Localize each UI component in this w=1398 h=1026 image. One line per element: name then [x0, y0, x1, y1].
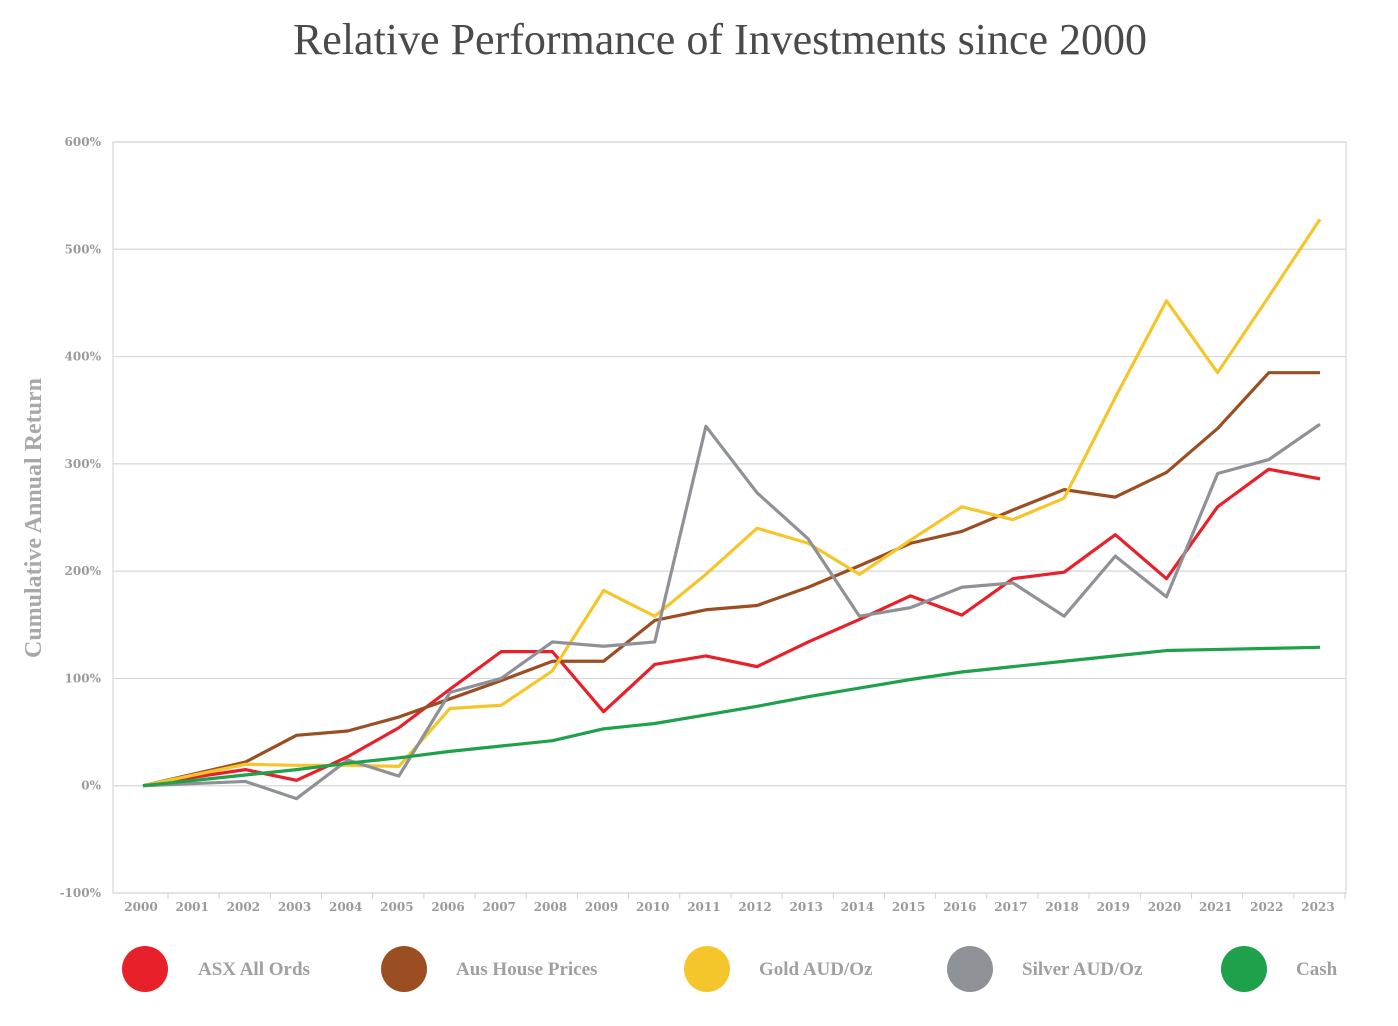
- y-tick-label: 600%: [65, 135, 102, 149]
- x-tick-label: 2000: [124, 900, 157, 914]
- y-tick-label: 0%: [81, 779, 101, 793]
- x-tick-label: 2003: [278, 900, 311, 914]
- legend-marker: [122, 946, 168, 992]
- x-tick-label: 2014: [841, 900, 874, 914]
- x-tick-label: 2001: [175, 900, 208, 914]
- x-tick-label: 2011: [687, 900, 720, 914]
- x-tick-label: 2022: [1250, 900, 1283, 914]
- series-line-cash: [142, 645, 1321, 788]
- legend-label: Gold AUD/Oz: [759, 959, 873, 980]
- series-line-gold-aud-oz: [142, 218, 1322, 788]
- y-tick-label: 500%: [65, 242, 102, 256]
- legend: ASX All Ords Aus House Prices Gold AUD/Oz S…: [122, 946, 1338, 992]
- x-tick-label: 2013: [790, 900, 823, 914]
- legend-marker: [684, 946, 730, 992]
- legend-label: Cash: [1296, 959, 1338, 980]
- legend-label: Silver AUD/Oz: [1022, 959, 1143, 980]
- series-lines: [142, 218, 1322, 801]
- x-tick-label: 2017: [994, 900, 1027, 914]
- x-tick-label: 2018: [1045, 900, 1078, 914]
- chart-title: Relative Performance of Investments sinc…: [292, 15, 1148, 64]
- x-tick-label: 2016: [943, 900, 976, 914]
- x-tick-label: 2023: [1301, 900, 1334, 914]
- legend-label: Aus House Prices: [456, 959, 597, 980]
- x-tick-label: 2012: [738, 900, 771, 914]
- x-tick-label: 2021: [1199, 900, 1232, 914]
- y-tick-label: 200%: [65, 564, 102, 578]
- y-tick-label: 400%: [65, 350, 102, 364]
- x-axis-ticks: 2000 2001 2002 2003 2004 2005 2006 2007 2008 2009…: [124, 893, 1346, 914]
- y-axis-ticks: -100% 0% 100% 200% 300% 400% 500% 600%: [60, 135, 102, 900]
- x-tick-label: 2020: [1148, 900, 1181, 914]
- x-tick-label: 2002: [227, 900, 260, 914]
- y-tick-label: 100%: [65, 671, 102, 685]
- x-tick-label: 2005: [380, 900, 413, 914]
- series-line-asx-all-ords: [142, 467, 1321, 788]
- series-line-silver-aud-oz: [142, 422, 1321, 801]
- y-axis-label: Cumulative Annual Return: [21, 378, 47, 658]
- x-tick-label: 2009: [585, 900, 618, 914]
- x-tick-label: 2019: [1097, 900, 1130, 914]
- x-tick-label: 2015: [892, 900, 925, 914]
- plot-frame: [112, 141, 1347, 894]
- legend-label: ASX All Ords: [198, 959, 310, 980]
- x-tick-label: 2007: [483, 900, 516, 914]
- x-tick-label: 2004: [329, 900, 362, 914]
- legend-marker: [1221, 946, 1267, 992]
- y-tick-label: -100%: [60, 886, 102, 900]
- legend-marker: [381, 946, 427, 992]
- x-tick-label: 2010: [636, 900, 669, 914]
- series-line-aus-house-prices: [142, 371, 1320, 788]
- y-tick-label: 300%: [65, 457, 102, 471]
- x-tick-label: 2006: [431, 900, 464, 914]
- x-tick-label: 2008: [534, 900, 567, 914]
- legend-marker: [947, 946, 993, 992]
